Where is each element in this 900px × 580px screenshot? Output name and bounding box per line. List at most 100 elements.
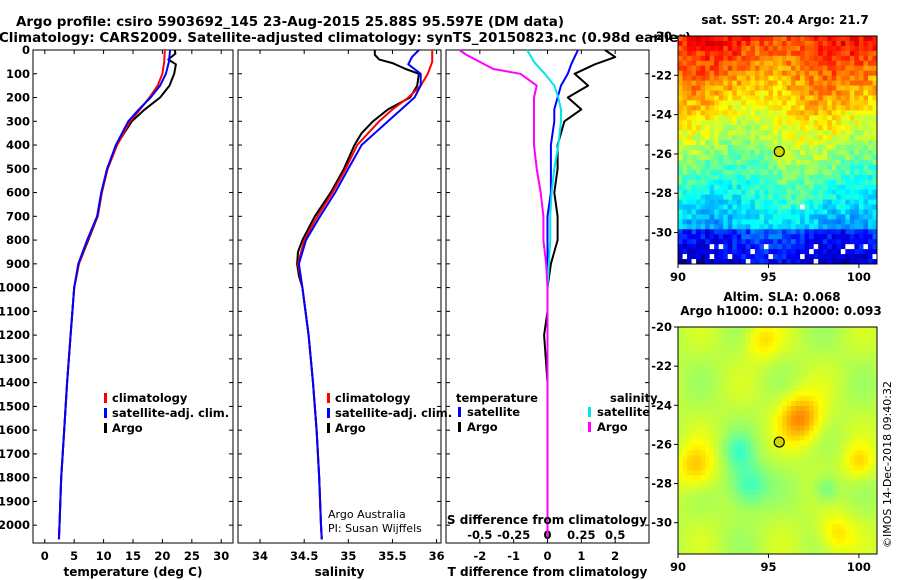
map-cell [768,484,774,491]
map-cell [745,396,751,402]
map-cell [831,420,837,427]
map-cell [741,154,747,161]
map-cell [705,524,711,530]
map-cell [786,60,792,67]
map-cell [727,174,733,181]
map-cell [691,110,697,116]
map-cell [849,401,855,407]
map-cell [863,75,869,82]
map-cell [732,145,738,151]
map-cell [867,489,873,496]
map-cell [772,450,778,456]
map-cell [863,534,869,540]
map-cell [705,381,711,387]
map-cell [772,504,778,510]
map-cell [768,189,774,196]
map-cell [795,489,801,496]
map-cell [795,440,801,446]
map-cell [782,80,787,86]
map-cell [786,465,792,471]
map-cell [741,415,747,422]
map-cell [732,386,738,392]
map-cell [718,219,724,225]
map-cell [872,440,878,446]
map-cell [840,356,846,362]
map-cell [736,484,742,491]
map-cell [845,224,851,230]
map-cell [745,60,751,67]
map-cell [813,386,819,392]
map-cell [714,214,720,220]
map-cell [836,514,842,520]
map-cell [705,356,711,362]
map-cell [709,341,715,348]
map-cell [818,184,824,191]
map-cell [741,465,747,471]
map-cell [727,549,733,555]
map-cell [804,55,810,62]
map-cell [772,120,778,126]
map-cell [696,204,702,210]
map-cell [818,361,824,367]
map-cell [845,164,851,171]
map-cell [827,484,833,491]
map-cell [736,154,742,161]
map-cell [745,239,751,245]
map-cell [700,401,706,407]
map-cell [827,244,833,250]
map-cell [809,50,815,57]
map-cell [786,219,792,225]
map-cell [840,189,846,196]
map-cell [845,539,851,545]
map-cell [714,40,720,47]
map-cell [709,440,715,446]
map-cell [763,356,769,362]
map-cell [804,475,810,481]
map-cell [845,125,851,131]
map-cell [813,475,819,481]
map-cell [754,219,760,225]
map-cell [768,65,774,72]
map-cell [858,341,864,348]
map-cell [700,50,706,57]
map-cell [705,55,711,62]
map-cell [872,244,878,250]
map-cell [709,381,715,387]
map-cell [786,361,792,367]
map-cell [831,234,837,240]
map-cell [836,239,842,245]
map-cell [827,336,833,343]
map-cell [727,130,733,136]
map-cell [804,430,810,436]
map-cell [700,189,706,196]
map-cell [723,386,729,392]
map-cell [777,425,783,432]
map-cell [777,544,783,550]
map-cell [777,234,783,240]
legend-swatch-t-satellite [458,407,461,417]
map-cell [736,169,742,176]
map-cell [709,465,715,471]
map-cell [777,346,783,353]
map-cell [813,420,819,427]
map-cell [854,75,860,82]
map-cell [709,36,715,42]
map-cell [714,80,720,86]
map-cell [782,435,787,441]
map-cell [741,259,747,265]
map-cell [732,430,738,436]
map-cell [709,504,715,510]
map-cell [754,381,760,387]
map-cell [718,475,724,481]
map-cell [745,140,751,146]
map-cell [863,55,869,62]
map-cell [822,55,828,62]
map-cell [845,415,851,422]
map-cell [795,331,801,338]
map-cell [854,460,860,466]
x-tick-label: 36 [429,549,445,563]
map-cell [840,494,846,501]
map-cell [777,529,783,535]
map-cell [858,70,864,77]
map-cell [754,214,760,220]
